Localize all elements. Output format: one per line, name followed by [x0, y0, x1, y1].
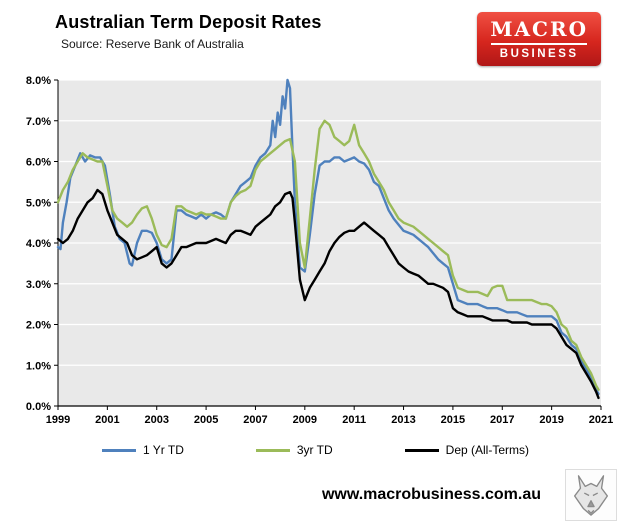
svg-text:1999: 1999: [46, 414, 70, 426]
svg-text:4.0%: 4.0%: [26, 238, 51, 250]
page-title: Australian Term Deposit Rates: [55, 12, 322, 32]
svg-text:2011: 2011: [342, 414, 366, 426]
legend-swatch-dep-all-terms: [404, 448, 439, 452]
website-url: www.macrobusiness.com.au: [321, 486, 541, 503]
macrobusiness-logo: MACRO BUSINESS: [477, 12, 601, 66]
legend-item-1yr-td: 1 Yr TD: [101, 443, 184, 457]
svg-text:2019: 2019: [539, 414, 563, 426]
svg-text:2.0%: 2.0%: [26, 320, 51, 332]
svg-text:2009: 2009: [293, 414, 317, 426]
svg-text:2001: 2001: [95, 414, 119, 426]
svg-text:6.0%: 6.0%: [26, 157, 51, 169]
svg-text:5.0%: 5.0%: [26, 197, 51, 209]
legend-label-1yr-td: 1 Yr TD: [142, 443, 184, 457]
footer: www.macrobusiness.com.au: [0, 469, 631, 521]
svg-text:2013: 2013: [391, 414, 415, 426]
svg-text:0.0%: 0.0%: [26, 401, 51, 413]
logo-text-business: BUSINESS: [499, 48, 579, 60]
svg-text:8.0%: 8.0%: [26, 75, 51, 87]
term-deposit-rates-chart: 0.0% 1.0% 2.0% 3.0% 4.0% 5.0% 6.0% 7.0% 8.0% 1999…: [0, 68, 631, 435]
svg-text:2015: 2015: [441, 414, 465, 426]
svg-text:7.0%: 7.0%: [26, 116, 51, 128]
svg-text:2003: 2003: [144, 414, 168, 426]
legend-item-3yr-td: 3yr TD: [255, 443, 333, 457]
svg-text:2005: 2005: [194, 414, 218, 426]
legend-item-dep-all-terms: Dep (All-Terms): [404, 443, 530, 457]
legend-label-3yr-td: 3yr TD: [296, 443, 333, 457]
svg-text:2021: 2021: [589, 414, 613, 426]
logo-text-macro: MACRO: [490, 17, 588, 41]
legend-swatch-3yr-td: [255, 448, 290, 452]
svg-text:1.0%: 1.0%: [26, 360, 51, 372]
wolf-logo-icon: [565, 469, 617, 521]
chart-legend: 1 Yr TD 3yr TD Dep (All-Terms): [0, 441, 631, 459]
legend-label-dep-all-terms: Dep (All-Terms): [445, 443, 530, 457]
svg-text:2007: 2007: [243, 414, 267, 426]
svg-text:2017: 2017: [490, 414, 514, 426]
legend-swatch-1yr-td: [101, 448, 136, 452]
source-note: Source: Reserve Bank of Australia: [61, 37, 244, 51]
header: Australian Term Deposit Rates Source: Re…: [0, 0, 631, 68]
logo-divider: [491, 43, 587, 45]
svg-text:3.0%: 3.0%: [26, 279, 51, 291]
header-text: Australian Term Deposit Rates Source: Re…: [55, 12, 322, 51]
